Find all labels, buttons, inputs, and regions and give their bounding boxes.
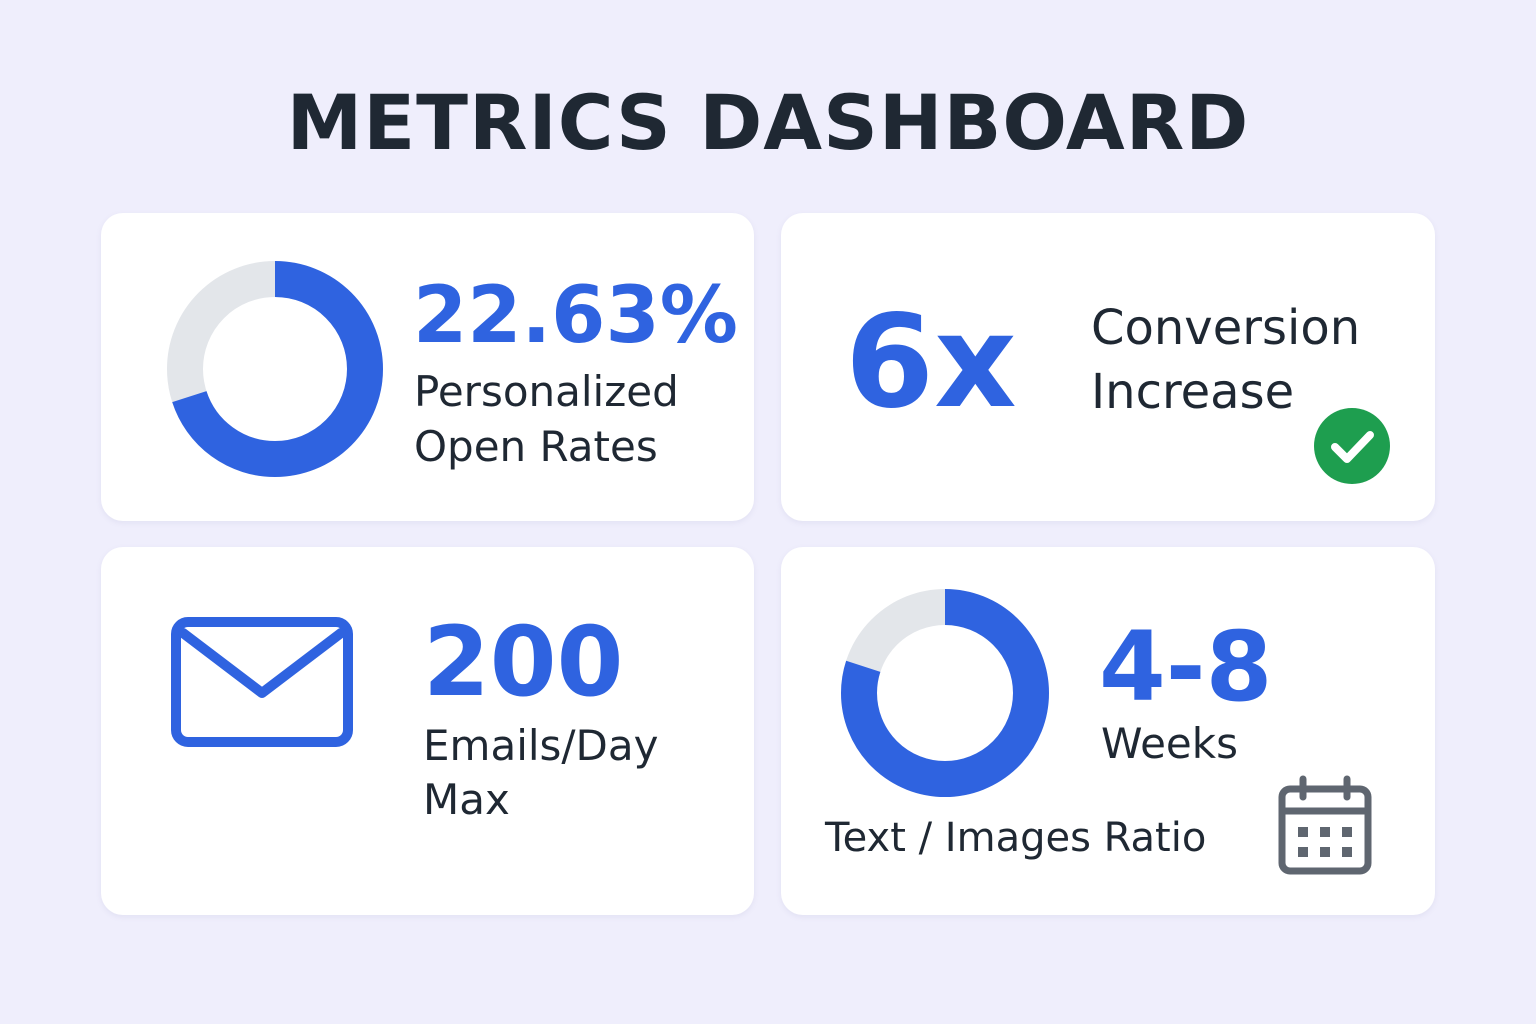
weeks-value: 4-8: [1099, 611, 1273, 723]
open-rate-value: 22.63%: [413, 271, 738, 361]
envelope-icon: [171, 617, 353, 747]
conversion-card: 6x Conversion Increase: [781, 213, 1435, 521]
open-rate-card: 22.63% Personalized Open Rates: [101, 213, 754, 521]
donut-fill: [167, 261, 383, 477]
weeks-card: 4-8 Weeks Text / Images Ratio: [781, 547, 1435, 915]
open-rate-donut: [167, 261, 383, 477]
conversion-label-line1: Conversion: [1091, 300, 1361, 356]
open-rate-label-line2: Open Rates: [414, 422, 658, 471]
donut-fill: [841, 589, 1049, 797]
page-title: METRICS DASHBOARD: [286, 78, 1250, 167]
emails-per-day-card: 200 Emails/Day Max: [101, 547, 754, 915]
open-rate-label-line1: Personalized: [414, 367, 679, 416]
conversion-label-line2: Increase: [1091, 364, 1295, 420]
text-images-ratio-caption: Text / Images Ratio: [825, 815, 1207, 861]
check-circle-icon: [1314, 408, 1390, 484]
calendar-icon: [1278, 775, 1372, 875]
emails-per-day-label-line1: Emails/Day: [423, 721, 659, 770]
emails-per-day-label-line2: Max: [423, 775, 510, 824]
conversion-value: 6x: [845, 288, 1017, 437]
weeks-label: Weeks: [1101, 719, 1238, 768]
emails-per-day-value: 200: [423, 606, 624, 718]
text-images-ratio-donut: [841, 589, 1049, 797]
